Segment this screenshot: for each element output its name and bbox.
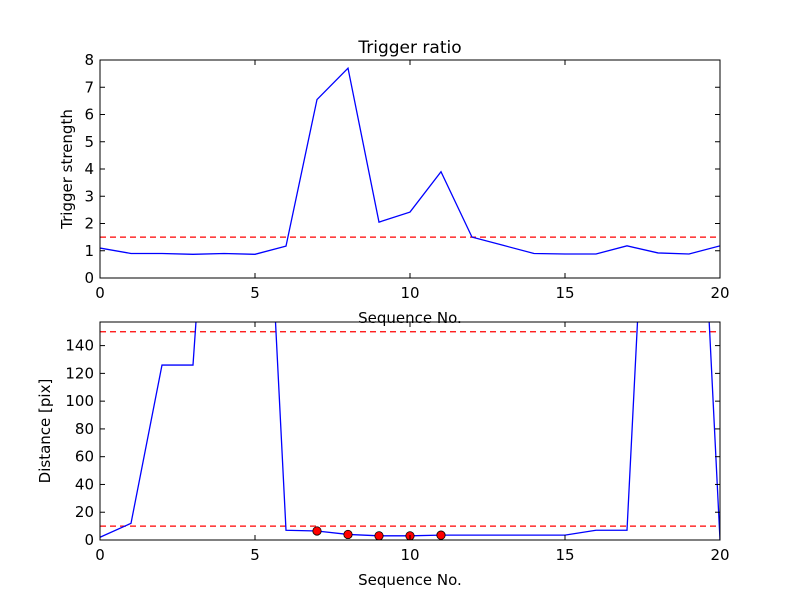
trigger-ratio-marks [100, 66, 720, 255]
data-point-marker [374, 531, 384, 540]
trigger-ratio-ticks: 0 5 10 15 20 0 1 2 3 4 5 6 7 8 [84, 51, 729, 302]
distance-ticks: 0 5 10 15 20 0 20 40 60 80 100 120 140 [65, 322, 730, 564]
x-tick-label: 20 [710, 546, 729, 564]
y-tick-label: 100 [65, 392, 94, 410]
y-tick-label: 2 [84, 215, 94, 233]
y-tick-label: 1 [84, 242, 94, 260]
x-tick-label: 20 [710, 284, 729, 302]
y-tick-label: 3 [84, 187, 94, 205]
data-point-marker [436, 530, 446, 540]
y-tick-label: 60 [75, 448, 94, 466]
y-tick-label: 40 [75, 475, 94, 493]
x-tick-label: 10 [400, 546, 419, 564]
x-tick-label: 0 [95, 546, 105, 564]
y-tick-label: 4 [84, 160, 94, 178]
x-tick-label: 5 [250, 284, 260, 302]
y-axis-label: Trigger strength [58, 109, 76, 230]
y-tick-label: 20 [75, 503, 94, 521]
y-tick-label: 7 [84, 78, 94, 96]
y-axis-label: Distance [pix] [36, 379, 54, 484]
y-tick-label: 0 [84, 269, 94, 287]
y-tick-label: 0 [84, 531, 94, 549]
x-tick-label: 0 [95, 284, 105, 302]
y-tick-label: 5 [84, 133, 94, 151]
x-tick-label: 15 [555, 546, 574, 564]
y-tick-label: 140 [65, 337, 94, 355]
y-tick-label: 6 [84, 106, 94, 124]
x-tick-label: 10 [400, 284, 419, 302]
x-tick-label: 15 [555, 284, 574, 302]
x-tick-label: 5 [250, 546, 260, 564]
chart-title: Trigger ratio [357, 38, 461, 58]
series-line [100, 66, 720, 255]
data-point-marker [343, 529, 353, 540]
data-point-marker [312, 526, 322, 536]
y-tick-label: 120 [65, 364, 94, 382]
x-axis-label: Sequence No. [358, 571, 462, 589]
y-tick-label: 8 [84, 51, 94, 69]
y-tick-label: 80 [75, 420, 94, 438]
